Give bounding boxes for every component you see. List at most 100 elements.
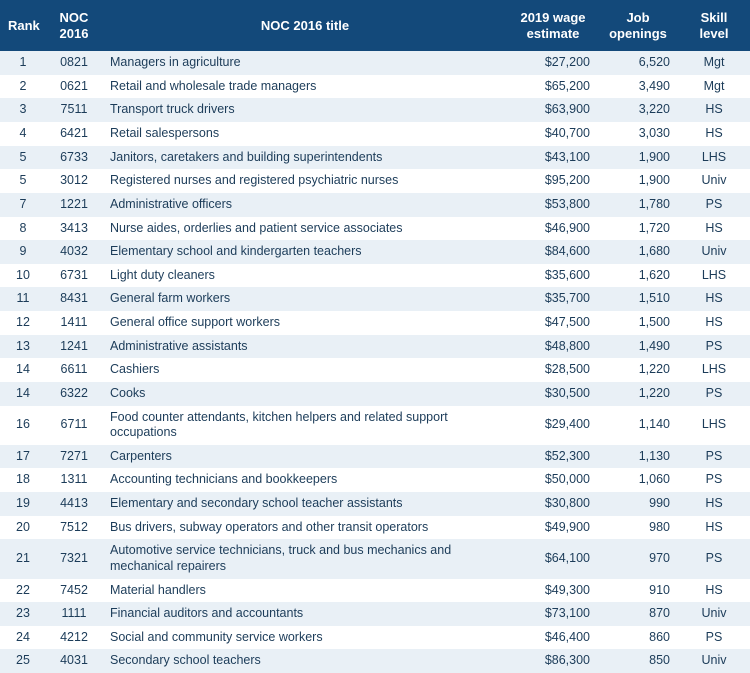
cell-title: Light duty cleaners bbox=[102, 264, 508, 288]
cell-skill: LHS bbox=[678, 406, 750, 445]
cell-title: General office support workers bbox=[102, 311, 508, 335]
table-row: 10821Managers in agriculture$27,2006,520… bbox=[0, 51, 750, 75]
cell-noc: 4212 bbox=[46, 626, 102, 650]
cell-wage: $48,800 bbox=[508, 335, 598, 359]
cell-rank: 20 bbox=[0, 516, 46, 540]
cell-skill: PS bbox=[678, 382, 750, 406]
cell-wage: $65,200 bbox=[508, 75, 598, 99]
cell-openings: 1,680 bbox=[598, 240, 678, 264]
cell-wage: $46,400 bbox=[508, 626, 598, 650]
cell-noc: 7512 bbox=[46, 516, 102, 540]
cell-rank: 18 bbox=[0, 468, 46, 492]
cell-openings: 1,220 bbox=[598, 382, 678, 406]
cell-title: Managers in agriculture bbox=[102, 51, 508, 75]
table-row: 254031Secondary school teachers$86,30085… bbox=[0, 649, 750, 673]
cell-openings: 970 bbox=[598, 539, 678, 578]
cell-noc: 6711 bbox=[46, 406, 102, 445]
col-header-wage: 2019 wage estimate bbox=[508, 0, 598, 51]
cell-title: Material handlers bbox=[102, 579, 508, 603]
cell-wage: $73,100 bbox=[508, 602, 598, 626]
cell-noc: 7452 bbox=[46, 579, 102, 603]
table-row: 118431General farm workers$35,7001,510HS bbox=[0, 287, 750, 311]
cell-skill: PS bbox=[678, 626, 750, 650]
cell-openings: 1,620 bbox=[598, 264, 678, 288]
table-row: 106731Light duty cleaners$35,6001,620LHS bbox=[0, 264, 750, 288]
cell-noc: 6322 bbox=[46, 382, 102, 406]
table-row: 71221Administrative officers$53,8001,780… bbox=[0, 193, 750, 217]
cell-noc: 1221 bbox=[46, 193, 102, 217]
cell-rank: 7 bbox=[0, 193, 46, 217]
cell-skill: Univ bbox=[678, 169, 750, 193]
cell-title: Food counter attendants, kitchen helpers… bbox=[102, 406, 508, 445]
cell-wage: $52,300 bbox=[508, 445, 598, 469]
cell-noc: 3413 bbox=[46, 217, 102, 241]
table-row: 181311Accounting technicians and bookkee… bbox=[0, 468, 750, 492]
cell-rank: 24 bbox=[0, 626, 46, 650]
cell-rank: 10 bbox=[0, 264, 46, 288]
cell-title: Administrative assistants bbox=[102, 335, 508, 359]
cell-openings: 1,490 bbox=[598, 335, 678, 359]
cell-title: Elementary school and kindergarten teach… bbox=[102, 240, 508, 264]
cell-title: Social and community service workers bbox=[102, 626, 508, 650]
cell-rank: 21 bbox=[0, 539, 46, 578]
cell-openings: 1,900 bbox=[598, 146, 678, 170]
col-header-skill: Skill level bbox=[678, 0, 750, 51]
occupations-table: Rank NOC 2016 NOC 2016 title 2019 wage e… bbox=[0, 0, 750, 673]
cell-title: Janitors, caretakers and building superi… bbox=[102, 146, 508, 170]
cell-title: Retail salespersons bbox=[102, 122, 508, 146]
cell-title: Carpenters bbox=[102, 445, 508, 469]
cell-skill: HS bbox=[678, 516, 750, 540]
cell-wage: $43,100 bbox=[508, 146, 598, 170]
cell-wage: $49,900 bbox=[508, 516, 598, 540]
table-row: 37511Transport truck drivers$63,9003,220… bbox=[0, 98, 750, 122]
cell-noc: 3012 bbox=[46, 169, 102, 193]
table-header-row: Rank NOC 2016 NOC 2016 title 2019 wage e… bbox=[0, 0, 750, 51]
cell-title: Financial auditors and accountants bbox=[102, 602, 508, 626]
cell-openings: 6,520 bbox=[598, 51, 678, 75]
cell-openings: 1,720 bbox=[598, 217, 678, 241]
table-row: 94032Elementary school and kindergarten … bbox=[0, 240, 750, 264]
cell-wage: $86,300 bbox=[508, 649, 598, 673]
table-row: 231111Financial auditors and accountants… bbox=[0, 602, 750, 626]
cell-rank: 14 bbox=[0, 382, 46, 406]
cell-openings: 3,490 bbox=[598, 75, 678, 99]
cell-skill: HS bbox=[678, 311, 750, 335]
cell-title: Nurse aides, orderlies and patient servi… bbox=[102, 217, 508, 241]
cell-rank: 4 bbox=[0, 122, 46, 146]
table-row: 227452Material handlers$49,300910HS bbox=[0, 579, 750, 603]
table-row: 20621Retail and wholesale trade managers… bbox=[0, 75, 750, 99]
cell-noc: 1111 bbox=[46, 602, 102, 626]
cell-openings: 1,130 bbox=[598, 445, 678, 469]
cell-openings: 1,900 bbox=[598, 169, 678, 193]
cell-skill: LHS bbox=[678, 358, 750, 382]
table-row: 53012Registered nurses and registered ps… bbox=[0, 169, 750, 193]
cell-skill: PS bbox=[678, 193, 750, 217]
cell-noc: 7271 bbox=[46, 445, 102, 469]
cell-skill: Mgt bbox=[678, 51, 750, 75]
cell-rank: 9 bbox=[0, 240, 46, 264]
cell-wage: $30,500 bbox=[508, 382, 598, 406]
cell-wage: $40,700 bbox=[508, 122, 598, 146]
cell-rank: 23 bbox=[0, 602, 46, 626]
cell-wage: $50,000 bbox=[508, 468, 598, 492]
cell-rank: 12 bbox=[0, 311, 46, 335]
cell-skill: PS bbox=[678, 539, 750, 578]
cell-noc: 4031 bbox=[46, 649, 102, 673]
cell-skill: LHS bbox=[678, 146, 750, 170]
cell-title: Transport truck drivers bbox=[102, 98, 508, 122]
cell-title: Registered nurses and registered psychia… bbox=[102, 169, 508, 193]
table-row: 46421Retail salespersons$40,7003,030HS bbox=[0, 122, 750, 146]
cell-noc: 6611 bbox=[46, 358, 102, 382]
cell-rank: 19 bbox=[0, 492, 46, 516]
cell-wage: $49,300 bbox=[508, 579, 598, 603]
cell-skill: Mgt bbox=[678, 75, 750, 99]
cell-openings: 980 bbox=[598, 516, 678, 540]
cell-title: Secondary school teachers bbox=[102, 649, 508, 673]
cell-rank: 3 bbox=[0, 98, 46, 122]
cell-noc: 6421 bbox=[46, 122, 102, 146]
cell-openings: 1,140 bbox=[598, 406, 678, 445]
cell-skill: PS bbox=[678, 468, 750, 492]
cell-wage: $84,600 bbox=[508, 240, 598, 264]
col-header-title: NOC 2016 title bbox=[102, 0, 508, 51]
cell-rank: 22 bbox=[0, 579, 46, 603]
